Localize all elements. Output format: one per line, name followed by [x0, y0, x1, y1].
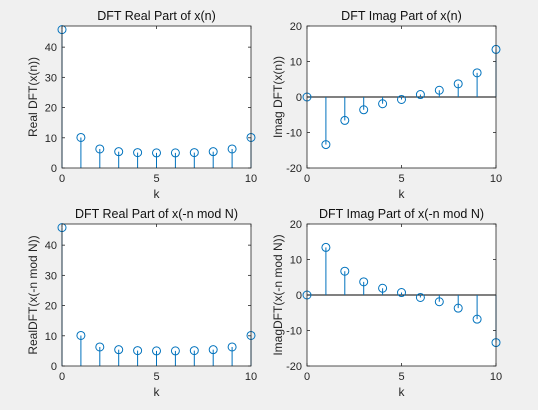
stem-marker-k8 — [208, 345, 218, 355]
stem-marker-k1 — [321, 140, 331, 150]
plot-frame — [306, 223, 497, 367]
stem-marker-k5 — [397, 94, 406, 104]
x-axis-label: k — [154, 187, 161, 201]
plot-area — [62, 224, 251, 366]
stem-marker-k9 — [227, 144, 237, 154]
stem-marker-k7 — [189, 346, 199, 356]
stem-marker-k8 — [453, 303, 463, 313]
stem-marker-k5 — [152, 148, 161, 158]
y-axis-label: RealDFT(x(-n mod N)) — [26, 235, 40, 354]
stem-marker-k8 — [208, 147, 218, 157]
stem-marker-k4 — [133, 148, 143, 158]
x-axis-label: k — [399, 187, 406, 201]
y-axis-label: Imag DFT(x(n)) — [271, 56, 285, 138]
stem-marker-k2 — [95, 342, 105, 352]
stem-marker-k2 — [340, 115, 350, 125]
plot-area — [62, 26, 251, 168]
y-tick-label: 0 — [51, 361, 57, 373]
y-tick-label: 30 — [45, 72, 57, 84]
stem-marker-k6 — [170, 346, 180, 356]
stem-marker-k4 — [133, 346, 143, 356]
y-tick-label: 10 — [45, 133, 57, 145]
y-tick-label: 20 — [45, 103, 57, 115]
stem-marker-k6 — [170, 148, 180, 158]
stem-marker-k9 — [227, 342, 237, 352]
stem-marker-k3 — [359, 105, 369, 115]
y-tick-label: 10 — [290, 57, 302, 69]
y-tick-label: -10 — [286, 128, 302, 140]
subplot-3: DFT Real Part of x(-n mod N) k RealDFT(x(-… — [26, 207, 257, 399]
stem-marker-k1 — [76, 132, 86, 142]
x-tick-label: 10 — [245, 173, 257, 185]
plot-frame — [61, 25, 252, 169]
x-tick-label: 5 — [398, 371, 404, 383]
stem-marker-k2 — [95, 144, 105, 154]
subplot-1: DFT Real Part of x(n) k Real DFT(x(n)) 0 5 10… — [26, 9, 257, 201]
x-tick-label: 5 — [153, 173, 159, 185]
x-axis-label: k — [154, 385, 161, 399]
y-tick-label: 0 — [51, 163, 57, 175]
x-tick-label: 10 — [245, 371, 257, 383]
chart-title: DFT Real Part of x(n) — [97, 9, 216, 23]
stem-marker-k3 — [359, 277, 369, 287]
y-tick-label: 30 — [45, 270, 57, 282]
stem-marker-k8 — [453, 79, 463, 89]
y-tick-label: 0 — [296, 290, 302, 302]
stem-marker-k5 — [152, 346, 161, 356]
subplot-2: DFT Imag Part of x(n) k Imag DFT(x(n)) 0 5 10… — [271, 9, 502, 201]
plot-frame — [306, 25, 497, 169]
x-tick-label: 0 — [304, 173, 310, 185]
y-tick-label: 20 — [290, 21, 302, 33]
stem-marker-k7 — [434, 297, 444, 307]
y-tick-label: 20 — [290, 219, 302, 231]
plot-frame — [61, 223, 252, 367]
y-tick-label: 20 — [45, 301, 57, 313]
stem-marker-k4 — [378, 283, 388, 293]
chart-title: DFT Imag Part of x(n) — [341, 9, 462, 23]
x-tick-label: 10 — [490, 371, 502, 383]
x-tick-label: 10 — [490, 173, 502, 185]
x-tick-label: 5 — [153, 371, 159, 383]
stem-marker-k3 — [114, 345, 124, 355]
stem-marker-k9 — [472, 68, 482, 78]
stem-marker-k1 — [321, 242, 331, 252]
y-tick-label: 10 — [290, 255, 302, 267]
y-axis-label: Real DFT(x(n)) — [26, 57, 40, 137]
y-tick-label: -10 — [286, 326, 302, 338]
chart-title: DFT Real Part of x(-n mod N) — [75, 207, 238, 221]
stem-marker-k7 — [189, 148, 199, 158]
stem-marker-k9 — [472, 314, 482, 324]
y-axis-label: ImagDFT(x(-n mod N)) — [271, 234, 285, 355]
stem-marker-k4 — [378, 99, 388, 109]
stem-marker-k7 — [434, 85, 444, 95]
stem-marker-k2 — [340, 266, 350, 276]
x-axis-label: k — [399, 385, 406, 399]
y-tick-label: 40 — [45, 240, 57, 252]
stem-marker-k1 — [76, 330, 86, 340]
y-tick-label: -20 — [286, 163, 302, 175]
y-tick-label: 10 — [45, 331, 57, 343]
stem-marker-k6 — [415, 90, 425, 100]
stem-marker-k3 — [114, 147, 124, 157]
x-tick-label: 5 — [398, 173, 404, 185]
y-tick-label: -20 — [286, 361, 302, 373]
subplot-4: DFT Imag Part of x(-n mod N) k ImagDFT(x(-… — [271, 207, 502, 399]
stem-marker-k6 — [415, 292, 425, 302]
y-tick-label: 40 — [45, 42, 57, 54]
chart-title: DFT Imag Part of x(-n mod N) — [319, 207, 484, 221]
x-tick-label: 0 — [59, 173, 65, 185]
y-tick-label: 0 — [296, 92, 302, 104]
x-tick-label: 0 — [304, 371, 310, 383]
x-tick-label: 0 — [59, 371, 65, 383]
stem-marker-k5 — [397, 288, 406, 298]
